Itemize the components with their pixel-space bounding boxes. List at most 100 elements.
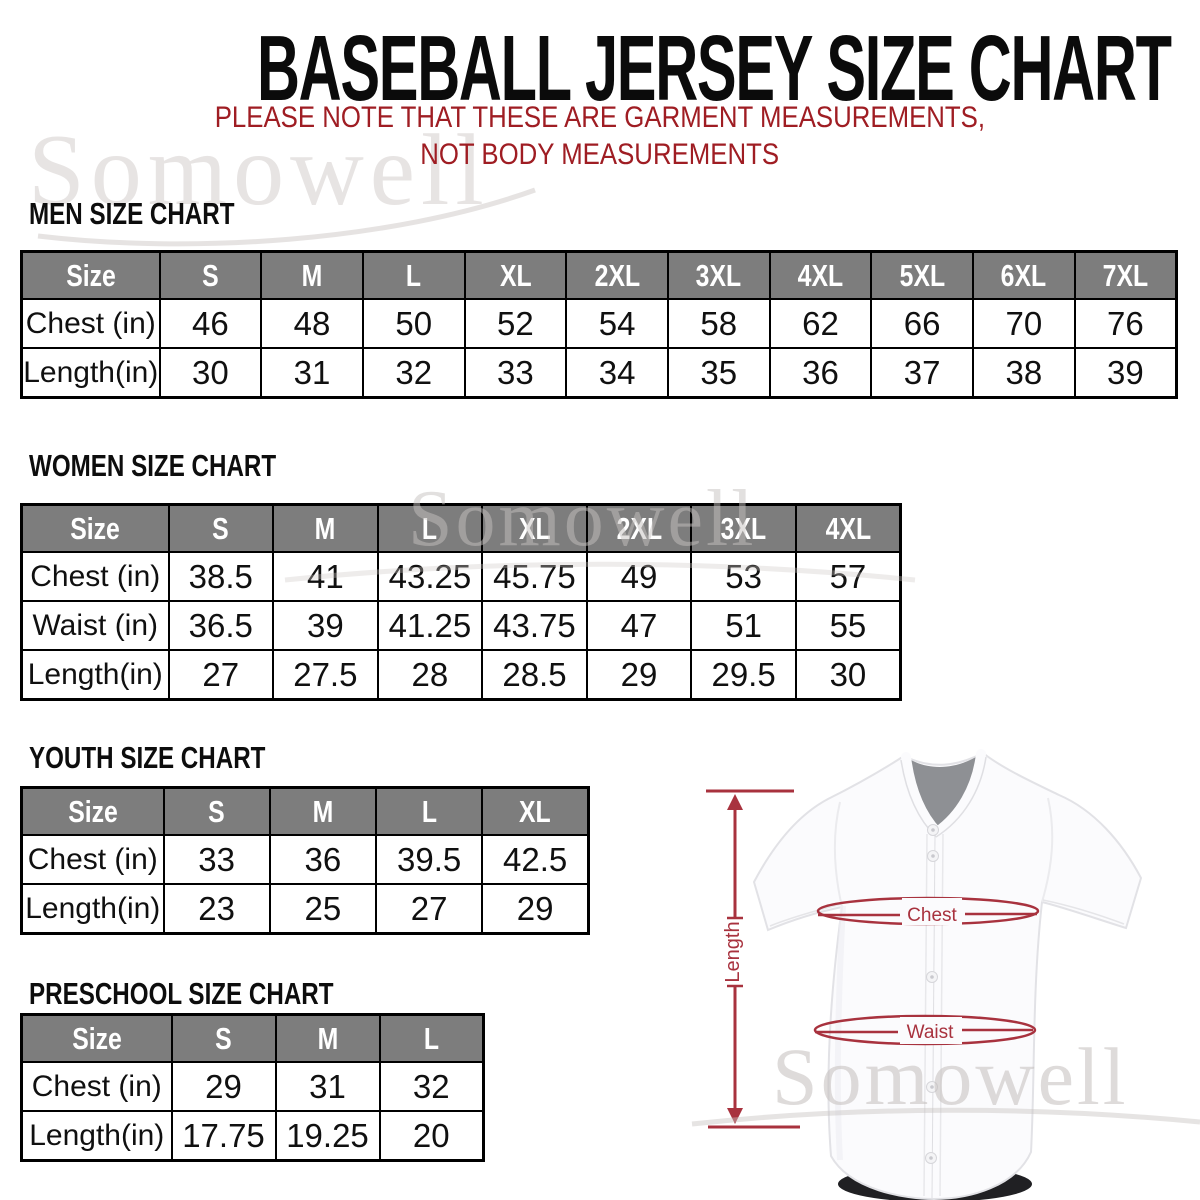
size-value-cell: 48 [260,298,364,349]
table-row: Chest (in) 29 31 32 [20,1061,485,1112]
size-value-cell: 50 [361,298,466,349]
women-heading-text: WOMEN SIZE CHART [29,448,277,483]
jersey-sleeve-hem [769,903,842,927]
subtitle-line-1: PLEASE NOTE THAT THESE ARE GARMENT MEASU… [214,101,986,134]
row-label: Chest (in) [20,298,161,349]
size-value-cell: 51 [690,600,797,651]
column-header-6xl: 6XL [972,250,1076,300]
table-header-row: Size S M L XL [20,786,590,836]
column-header-l: L [374,786,484,836]
row-label: Waist (in) [20,600,170,651]
table-header-row: Size S M L XL 2XL 3XL 4XL 5XL 6XL 7XL [20,250,1178,300]
row-label: Length(in) [20,649,170,701]
row-label: Length(in) [20,883,165,935]
chest-label: Chest [907,905,957,926]
size-value-cell: 30 [794,649,902,701]
column-header-m: M [268,786,378,836]
size-value-cell: 29 [170,1061,277,1112]
size-value-cell: 17.75 [170,1110,277,1162]
column-header-size: Size [20,1013,173,1063]
column-header-3xl: 3XL [666,250,771,300]
size-value-cell: 49 [585,551,693,602]
jersey-buttonholes [929,828,935,1160]
row-label: Chest (in) [20,551,170,602]
page-title-text: BASEBALL JERSEY SIZE CHART [256,16,1172,120]
size-value-cell: 35 [666,347,771,399]
column-header-4xl: 4XL [794,503,902,553]
column-header-size: Size [20,503,170,553]
jersey-collar-band [932,749,986,837]
page-title: BASEBALL JERSEY SIZE CHART [0,22,1200,115]
youth-heading-text: YOUTH SIZE CHART [29,740,266,775]
size-value-cell: 25 [268,883,378,935]
table-row: Length(in) 23 25 27 29 [20,883,590,935]
size-value-cell: 36.5 [167,600,275,651]
size-value-cell: 36 [768,347,873,399]
size-value-cell: 33 [463,347,568,399]
column-header-m: M [272,503,379,553]
column-header-4xl: 4XL [768,250,873,300]
size-value-cell: 41.25 [376,600,484,651]
size-value-cell: 52 [463,298,568,349]
column-header-size: Size [20,250,161,300]
size-value-cell: 27 [374,883,484,935]
size-value-cell: 29 [585,649,693,701]
size-value-cell: 27 [167,649,275,701]
column-header-s: S [167,503,275,553]
column-header-xl: XL [481,503,588,553]
men-size-chart-heading: MEN SIZE CHART [29,198,293,229]
size-value-cell: 58 [666,298,771,349]
column-header-2xl: 2XL [585,503,693,553]
women-size-chart-heading: WOMEN SIZE CHART [29,450,346,481]
size-value-cell: 55 [794,600,902,651]
size-value-cell: 39 [272,600,379,651]
size-value-cell: 76 [1073,298,1178,349]
jersey-body [752,751,1143,1200]
preschool-heading-text: PRESCHOOL SIZE CHART [29,976,334,1011]
column-header-m: M [260,250,364,300]
size-value-cell: 62 [768,298,873,349]
row-label: Chest (in) [20,1061,173,1112]
size-value-cell: 29 [481,883,590,935]
column-header-l: L [378,1013,485,1063]
size-value-cell: 45.75 [481,551,588,602]
jersey-collar-seam [935,756,987,838]
size-value-cell: 38.5 [167,551,275,602]
size-value-cell: 38 [972,347,1076,399]
size-value-cell: 20 [378,1110,485,1162]
size-value-cell: 54 [565,298,669,349]
jersey-side-shade [834,905,846,1161]
size-value-cell: 32 [378,1061,485,1112]
table-row: Chest (in) 38.5 41 43.25 45.75 49 53 57 [20,551,902,602]
column-header-l: L [361,250,466,300]
size-value-cell: 27.5 [272,649,379,701]
column-header-m: M [274,1013,381,1063]
row-label: Chest (in) [20,834,165,885]
length-label: Length [722,921,744,982]
size-value-cell: 31 [274,1061,381,1112]
size-value-cell: 28 [376,649,484,701]
size-value-cell: 37 [870,347,974,399]
column-header-s: S [170,1013,277,1063]
table-row: Length(in) 30 31 32 33 34 35 36 37 38 39 [20,347,1178,399]
chest-label-backing [902,898,962,925]
women-size-table: Size S M L XL 2XL 3XL 4XL Chest (in) 38.5 41 43.25 4… [20,503,902,701]
column-header-5xl: 5XL [870,250,974,300]
size-value-cell: 47 [585,600,693,651]
youth-size-chart-heading: YOUTH SIZE CHART [29,742,332,773]
size-value-cell: 32 [361,347,466,399]
column-header-7xl: 7XL [1073,250,1178,300]
table-row: Chest (in) 33 36 39.5 42.5 [20,834,590,885]
table-row: Length(in) 27 27.5 28 28.5 29 29.5 30 [20,649,902,701]
youth-size-table: Size S M L XL Chest (in) 33 36 39.5 42.5 Length(in… [20,786,590,935]
row-label: Length(in) [20,347,161,399]
preschool-size-table: Size S M L Chest (in) 29 31 32 Length(in) 17.75 19… [20,1013,485,1162]
table-header-row: Size S M L XL 2XL 3XL 4XL [20,503,902,553]
size-value-cell: 39 [1073,347,1178,399]
size-value-cell: 46 [158,298,263,349]
column-header-l: L [376,503,484,553]
size-value-cell: 31 [260,347,364,399]
table-header-row: Size S M L [20,1013,485,1063]
size-value-cell: 53 [690,551,797,602]
